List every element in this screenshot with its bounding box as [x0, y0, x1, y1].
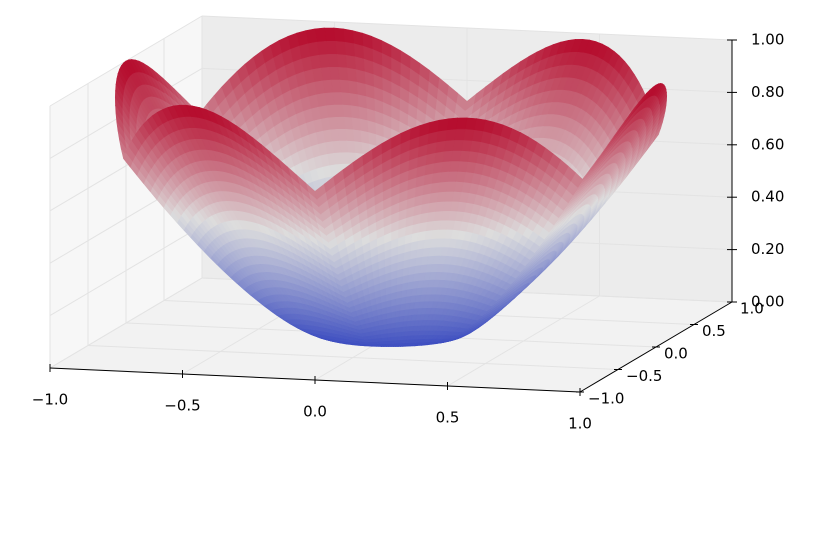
surface-patch — [387, 332, 392, 338]
surface-patch — [390, 331, 395, 338]
surface-patch — [358, 106, 368, 121]
surface — [114, 27, 668, 347]
surface-patch — [394, 326, 400, 333]
grid-line-back-z — [201, 15, 733, 41]
surface-patch — [390, 316, 396, 324]
surface-patch — [393, 339, 398, 344]
surface-patch — [333, 27, 345, 43]
grid-line-left-z — [49, 277, 203, 369]
surface-patch — [394, 331, 399, 337]
surface-patch — [390, 336, 395, 341]
surface-patch — [359, 118, 369, 133]
surface-patch — [345, 54, 356, 70]
surface-patch — [356, 81, 367, 97]
surface-patch — [399, 302, 406, 311]
surface-patch — [398, 315, 405, 323]
surface-patch — [342, 28, 354, 45]
surface-patch — [343, 41, 355, 58]
grid-line-floor-y — [87, 345, 619, 370]
surface-patch — [394, 321, 400, 328]
grid-line-left-z — [49, 225, 203, 317]
surface-patch — [346, 67, 357, 83]
